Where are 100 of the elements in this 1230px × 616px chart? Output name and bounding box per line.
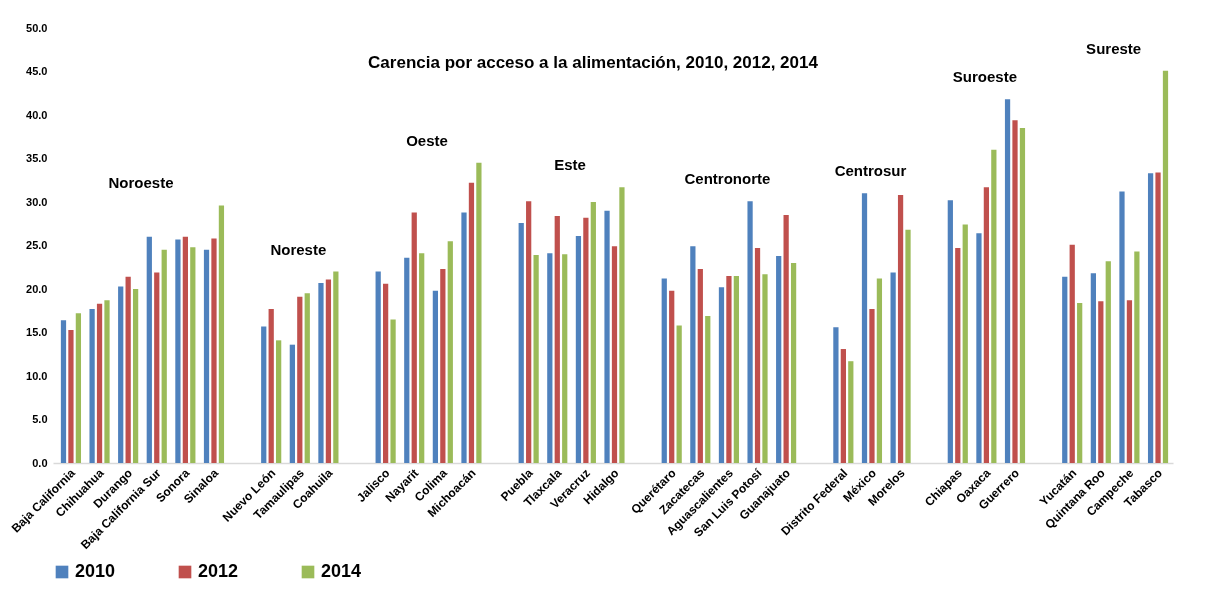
bar — [146, 236, 152, 463]
bar — [1162, 70, 1169, 463]
bar — [983, 187, 990, 463]
bar — [661, 278, 667, 463]
bar — [104, 300, 110, 463]
bar — [190, 247, 196, 463]
bar — [440, 268, 446, 463]
bar — [289, 344, 295, 463]
bar — [304, 293, 310, 463]
bar — [182, 236, 188, 463]
bar — [897, 195, 904, 463]
bar — [976, 233, 982, 463]
bar — [947, 200, 953, 463]
bar — [669, 290, 675, 463]
bar — [1004, 99, 1011, 463]
bar — [1012, 120, 1018, 463]
y-tick-label: 25.0 — [26, 239, 48, 251]
bar — [848, 361, 854, 463]
bar — [203, 249, 210, 463]
text: Carencia por acceso a la alimentación, 2010, 2012, 2014 — [368, 53, 819, 72]
bar — [161, 249, 167, 463]
bar — [876, 278, 883, 463]
bar — [562, 254, 568, 463]
annotation: Noreste — [270, 240, 327, 258]
bar — [461, 212, 467, 463]
bar — [991, 149, 997, 463]
y-tick-label: 5.0 — [32, 413, 48, 425]
bar — [754, 248, 761, 463]
y-tick-label: 10.0 — [26, 369, 48, 382]
bar — [1147, 173, 1154, 463]
y-tick-label: 0.0 — [32, 456, 48, 469]
bar — [375, 271, 381, 463]
bar — [776, 255, 782, 463]
bar — [1126, 300, 1133, 463]
bar — [447, 241, 453, 463]
y-tick-label: 40.0 — [26, 108, 48, 121]
bar — [526, 201, 532, 463]
bar — [783, 215, 789, 463]
annotation: Oeste — [406, 131, 448, 149]
bar — [518, 222, 524, 463]
bar — [1069, 244, 1075, 463]
bar — [690, 246, 696, 463]
bar — [619, 187, 625, 463]
bar — [411, 212, 417, 463]
bar — [175, 239, 181, 463]
bar — [383, 283, 389, 463]
bar — [575, 235, 582, 463]
legend-label: 2014 — [321, 561, 362, 581]
bar — [154, 272, 160, 463]
bar — [790, 262, 797, 463]
annotation: Sureste — [1086, 39, 1142, 57]
bar — [1019, 128, 1026, 463]
y-tick-label: 50.0 — [26, 21, 48, 34]
bar — [211, 238, 217, 463]
bar — [333, 271, 339, 463]
y-tick-label: 30.0 — [26, 195, 48, 208]
bar — [840, 349, 846, 463]
bar — [118, 286, 124, 463]
bar — [89, 309, 95, 463]
annotation: Noroeste — [108, 174, 174, 192]
bar — [261, 326, 267, 463]
bar — [726, 275, 732, 463]
bar — [676, 325, 682, 463]
bar — [747, 201, 753, 463]
bar — [325, 279, 332, 463]
bar — [554, 215, 560, 463]
bar — [705, 315, 711, 463]
bar — [432, 290, 439, 463]
bar — [1077, 302, 1083, 463]
bar — [547, 253, 553, 463]
legend-label: 2010 — [75, 561, 116, 581]
bar — [419, 253, 425, 463]
annotation: Centrosur — [834, 162, 907, 180]
bar — [404, 257, 410, 463]
bar — [590, 202, 596, 463]
bar — [1062, 276, 1068, 463]
y-tick-label: 20.0 — [26, 282, 48, 295]
bar — [583, 217, 589, 463]
bar — [132, 289, 139, 463]
annotation: Suroeste — [952, 68, 1017, 86]
bar — [869, 309, 875, 463]
bar — [1155, 172, 1161, 463]
bar — [890, 272, 896, 463]
bar — [1119, 191, 1125, 463]
bar — [60, 320, 67, 463]
bar — [611, 246, 618, 463]
y-tick-label: 45.0 — [26, 65, 48, 77]
bar — [75, 313, 82, 463]
bar — [533, 255, 539, 463]
bar — [604, 210, 610, 463]
bar — [861, 193, 868, 463]
legend-label: 2012 — [198, 561, 239, 581]
bar — [905, 229, 911, 463]
bar — [1098, 301, 1104, 463]
bar — [762, 274, 768, 463]
bar — [390, 319, 396, 463]
bar — [733, 275, 739, 463]
y-tick-label: 35.0 — [26, 152, 48, 164]
bar — [1134, 251, 1140, 463]
bar — [218, 205, 225, 463]
